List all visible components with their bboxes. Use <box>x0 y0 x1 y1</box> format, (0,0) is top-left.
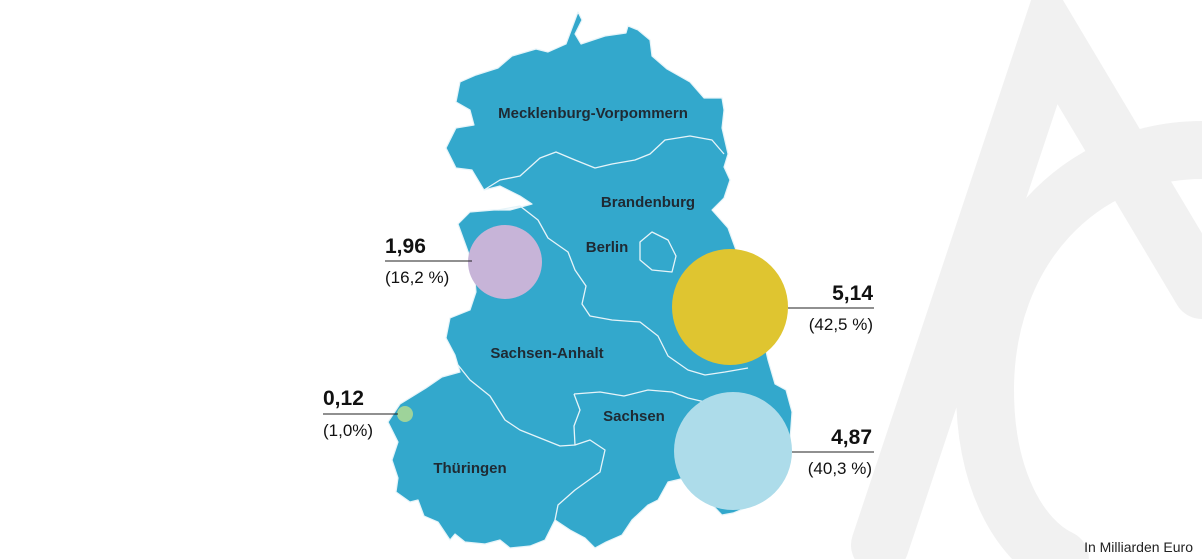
state-borders <box>457 135 749 521</box>
region-label-brandenburg: Brandenburg <box>601 194 695 211</box>
watermark-logo-icon <box>851 0 1202 559</box>
share-sachsen: (40,3 %) <box>808 459 872 478</box>
callout-lines <box>323 260 874 453</box>
region-label-sachsen-anhalt: Sachsen-Anhalt <box>490 345 603 362</box>
bubble-sachsen-anhalt <box>468 225 542 299</box>
value-sachsen: 4,87 <box>831 426 872 449</box>
unit-note: In Milliarden Euro <box>1084 539 1193 555</box>
region-label-berlin: Berlin <box>586 239 629 256</box>
value-sachsen-anhalt: 1,96 <box>385 235 426 258</box>
region-label-mecklenburg-vorpommern: Mecklenburg-Vorpommern <box>498 105 688 122</box>
bubble-sachsen <box>674 392 792 510</box>
bubble-thueringen <box>397 406 413 422</box>
value-brandenburg: 5,14 <box>832 282 873 305</box>
bubble-brandenburg <box>672 249 788 365</box>
region-labels: Mecklenburg-Vorpommern Brandenburg Berli… <box>433 105 695 477</box>
value-thueringen: 0,12 <box>323 387 364 410</box>
region-label-thueringen: Thüringen <box>433 460 506 477</box>
share-brandenburg: (42,5 %) <box>809 315 873 334</box>
share-sachsen-anhalt: (16,2 %) <box>385 268 449 287</box>
region-label-sachsen: Sachsen <box>603 408 665 425</box>
share-thueringen: (1,0%) <box>323 421 373 440</box>
